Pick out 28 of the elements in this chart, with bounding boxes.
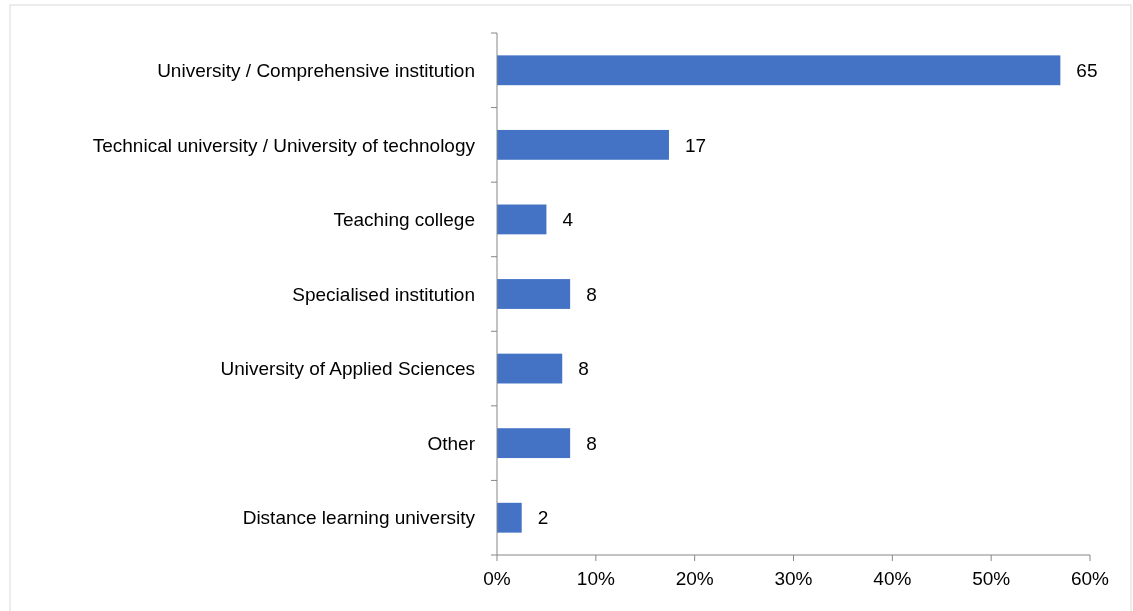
y-tick-label: University of Applied Sciences <box>220 358 475 380</box>
x-tick-label: 50% <box>972 568 1011 589</box>
bar <box>497 279 571 309</box>
annotation: 8 <box>586 283 597 305</box>
annotation: 65 <box>1076 59 1098 81</box>
bar <box>497 129 669 160</box>
annotation: 2 <box>537 507 549 529</box>
annotation: 17 <box>684 134 707 156</box>
y-tick-label: Other <box>427 432 476 454</box>
y-tick-label: Specialised institution <box>292 283 475 305</box>
bar <box>497 502 522 533</box>
bar <box>497 353 563 384</box>
x-tick-label: 60% <box>1070 568 1110 589</box>
annotation: 8 <box>586 432 597 454</box>
y-tick-label: University / Comprehensive institution <box>157 59 475 81</box>
y-tick-label: Technical university / University of technology <box>92 134 476 156</box>
bar <box>497 428 571 459</box>
bar <box>497 204 547 235</box>
x-tick-label: 20% <box>675 568 714 589</box>
x-tick-label: 10% <box>576 568 615 589</box>
bar <box>497 55 1061 86</box>
x-tick-label: 30% <box>774 568 813 589</box>
annotation: 8 <box>578 358 589 380</box>
y-tick-label: Distance learning university <box>242 507 476 529</box>
x-tick-label: 0% <box>483 568 511 589</box>
annotation: 4 <box>562 209 574 231</box>
x-tick-label: 40% <box>873 568 912 589</box>
y-tick-label: Teaching college <box>333 209 475 231</box>
